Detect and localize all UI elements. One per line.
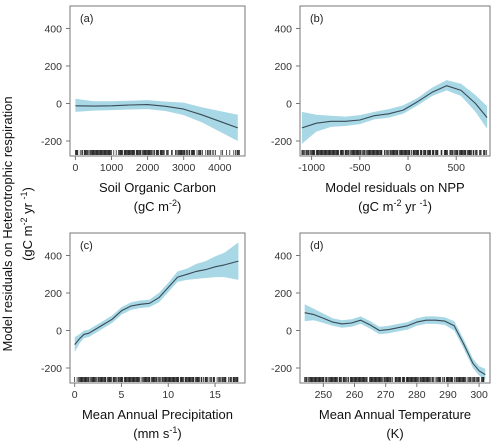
x-tick-label: 270 [377, 389, 395, 401]
plot-frame [69, 232, 246, 384]
fit-line [75, 104, 238, 129]
y-tick-label: 400 [274, 251, 292, 263]
x-tick-label: -500 [349, 162, 370, 174]
x-units-post2: ) [428, 199, 432, 214]
x-tick-label: 500 [447, 162, 465, 174]
y-axis-label-line1: Model residuals on Heterotrophic respira… [0, 96, 15, 351]
x-tick-label: 250 [315, 389, 333, 401]
x-axis-label: Soil Organic Carbon [99, 180, 216, 195]
panel-3: 250 260 270 280 290 300 -200 0 200 400 (d) Mean Ann… [271, 232, 491, 441]
y-tick-label: 0 [286, 99, 292, 111]
y-units-sup1: -2 [19, 218, 29, 226]
x-tick-label: 15 [209, 389, 221, 401]
x-units-pre: (gC m [358, 199, 393, 214]
y-tick-label: 200 [274, 288, 292, 300]
confidence-band [304, 304, 486, 381]
plot-frame [299, 5, 491, 157]
x-tick-label: 260 [346, 389, 364, 401]
x-axis-units: (mm s-1) [133, 425, 181, 441]
y-tick-label: 0 [56, 326, 62, 338]
panel-letter: (b) [310, 13, 323, 25]
confidence-band [75, 98, 238, 141]
rug-marks [301, 150, 488, 155]
y-tick-label: 200 [44, 61, 62, 73]
x-tick-label: 0 [405, 162, 411, 174]
x-tick-label: 5 [119, 389, 125, 401]
x-tick-label: 10 [162, 389, 174, 401]
x-tick-label: -1000 [298, 162, 325, 174]
plot-frame [69, 5, 246, 157]
x-tick-label: 3000 [172, 162, 196, 174]
x-axis-units: (gC m-2) [134, 198, 182, 214]
y-tick-label: -200 [271, 363, 292, 375]
y-units-sup2: -1 [19, 191, 29, 199]
x-units-sup: -2 [393, 198, 401, 208]
x-axis-label: Mean Annual Precipitation [82, 407, 233, 422]
panel-letter: (c) [80, 240, 93, 252]
y-tick-label: 200 [274, 61, 292, 73]
y-tick-label: 200 [44, 288, 62, 300]
x-tick-label: 4000 [208, 162, 232, 174]
x-tick-label: 0 [72, 389, 78, 401]
x-tick-label: 290 [439, 389, 457, 401]
y-tick-label: -200 [41, 136, 62, 148]
y-tick-label: 0 [56, 99, 62, 111]
y-tick-label: 0 [286, 326, 292, 338]
x-units-pre: (mm s [133, 426, 170, 441]
y-units-mid: yr [20, 199, 35, 217]
y-tick-label: -200 [271, 136, 292, 148]
x-axis-units: (K) [386, 426, 403, 441]
x-units-sup: -1 [169, 425, 177, 435]
panel-0: 0 1000 2000 3000 4000 -200 0 200 400 (a) Soil Orga… [41, 5, 246, 214]
x-units-sup2: -1 [420, 198, 428, 208]
fit-line [304, 312, 486, 376]
fit-line [301, 85, 488, 129]
y-tick-label: -200 [41, 363, 62, 375]
svg-text:(gC m-2 yr -1): (gC m-2 yr -1) [19, 187, 35, 261]
plot-frame [299, 232, 491, 384]
x-tick-label: 2000 [136, 162, 160, 174]
x-tick-label: 280 [408, 389, 426, 401]
y-axis-label: Model residuals on Heterotrophic respira… [0, 96, 15, 351]
y-units-end: ) [20, 187, 35, 191]
x-units-pre: (gC m [134, 199, 169, 214]
y-tick-label: 400 [44, 24, 62, 36]
rug-marks [304, 377, 485, 382]
x-tick-label: 1000 [100, 162, 124, 174]
y-units-pre: (gC m [20, 226, 35, 261]
panel-letter: (a) [80, 13, 93, 25]
x-units-pre: (K) [386, 426, 403, 441]
rug-marks [74, 377, 239, 382]
y-axis-label-units: (gC m-2 yr -1) [19, 187, 35, 261]
x-axis-label: Model residuals on NPP [325, 180, 464, 195]
y-tick-label: 400 [44, 251, 62, 263]
y-tick-label: 400 [274, 24, 292, 36]
panel-letter: (d) [310, 240, 323, 252]
confidence-band [74, 242, 239, 353]
x-tick-label: 300 [470, 389, 488, 401]
x-units-sup: -2 [169, 198, 177, 208]
rug-marks [75, 150, 240, 155]
panel-1: -1000 -500 0 500 -200 0 200 400 (b) Model residua… [271, 5, 491, 214]
fit-line [74, 260, 239, 345]
x-units-post: yr [401, 199, 419, 214]
x-axis-units: (gC m-2 yr -1) [358, 198, 432, 214]
x-units-post: ) [177, 426, 181, 441]
panel-2: 0 5 10 15 -200 0 200 400 (c) Mean Annual Precipit… [41, 232, 246, 441]
x-tick-label: 0 [72, 162, 78, 174]
x-units-post: ) [177, 199, 181, 214]
x-axis-label: Mean Annual Temperature [319, 407, 471, 422]
